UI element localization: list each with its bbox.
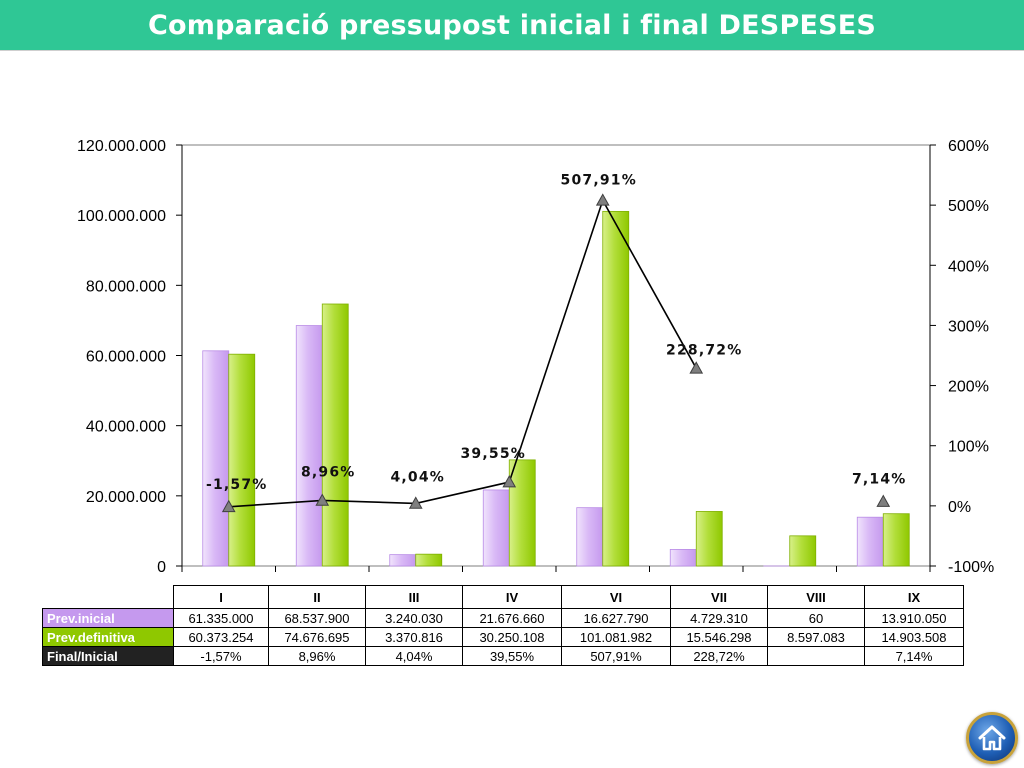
ratio-marker [689, 361, 704, 374]
column-header: III [365, 585, 463, 609]
table-cell: 61.335.000 [173, 608, 269, 628]
right-axis-tick-label: 300% [948, 318, 989, 335]
bar-prev-inicial [669, 549, 697, 567]
point-label: 507,91% [561, 172, 637, 188]
bar-prev-definitiva [789, 535, 817, 567]
table-cell: 8.597.083 [767, 627, 865, 647]
table-cell: 15.546.298 [670, 627, 768, 647]
right-axis-tick-label: 500% [948, 198, 989, 215]
right-axis-tick-label: 200% [948, 379, 989, 396]
home-button[interactable] [966, 712, 1018, 764]
bar-prev-inicial [482, 489, 510, 567]
ratio-line-path [228, 198, 697, 508]
point-label: 7,14% [852, 472, 907, 488]
home-icon [978, 725, 1006, 751]
point-label: 8,96% [301, 464, 356, 480]
data-table: I II III IV VI VII VIII IX Prev.inicial … [42, 585, 964, 666]
table-row: Prev.definitiva 60.373.254 74.676.695 3.… [42, 627, 964, 647]
bar-prev-definitiva [508, 459, 536, 567]
table-cell: 507,91% [561, 646, 671, 666]
left-axis-tick-label: 80.000.000 [86, 278, 166, 295]
table-corner [43, 586, 174, 609]
bar-prev-definitiva [602, 210, 630, 567]
ratio-marker [315, 493, 330, 506]
bar-prev-definitiva [695, 511, 723, 567]
left-axis-tick-label: 20.000.000 [86, 489, 166, 506]
bar-prev-inicial [856, 516, 884, 567]
ratio-marker [408, 496, 423, 509]
right-axis-tick-label: 600% [948, 138, 989, 155]
point-label: 228,72% [666, 342, 742, 358]
table-cell: 60 [767, 608, 865, 628]
left-axis-tick-label: 60.000.000 [86, 349, 166, 366]
table-cell: 74.676.695 [268, 627, 366, 647]
table-cell: 16.627.790 [561, 608, 671, 628]
column-header: VI [561, 585, 671, 609]
table-cell: 39,55% [462, 646, 562, 666]
table-cell: 101.081.982 [561, 627, 671, 647]
bar-prev-definitiva [882, 513, 910, 567]
table-cell: 68.537.900 [268, 608, 366, 628]
table-cell: 8,96% [268, 646, 366, 666]
point-label: -1,57% [206, 477, 268, 493]
title-bar: Comparació pressupost inicial i final DE… [0, 0, 1024, 50]
chart-bars [202, 210, 910, 567]
table-cell [767, 646, 865, 666]
column-header: VIII [767, 585, 865, 609]
bar-prev-definitiva [415, 553, 443, 567]
point-labels: -1,57% 8,96% 4,04% 39,55% 507,91% 228,72% 7,14… [206, 172, 907, 493]
ratio-marker [221, 499, 236, 513]
bar-prev-definitiva [228, 353, 256, 567]
table-header-row: I II III IV VI VII VIII IX [43, 585, 964, 609]
ratio-marker [876, 494, 891, 507]
table-cell: 3.240.030 [365, 608, 463, 628]
column-header: VII [670, 585, 768, 609]
chart-axes: 0 20.000.000 40.000.000 60.000.000 80.000.00… [77, 138, 994, 576]
column-header: II [268, 585, 366, 609]
row-label-final-inicial: Final/Inicial [42, 646, 174, 666]
table-cell: 30.250.108 [462, 627, 562, 647]
left-axis-tick-label: 0 [157, 559, 166, 576]
left-axis-tick-label: 40.000.000 [86, 419, 166, 436]
table-cell: 3.370.816 [365, 627, 463, 647]
table-cell: 4,04% [365, 646, 463, 666]
table-cell: -1,57% [173, 646, 269, 666]
column-header: I [173, 585, 269, 609]
point-label: 39,55% [460, 446, 526, 462]
right-axis-tick-label: 100% [948, 439, 989, 456]
table-cell: 14.903.508 [864, 627, 964, 647]
ratio-marker [502, 475, 517, 488]
table-cell: 7,14% [864, 646, 964, 666]
left-axis-tick-label: 120.000.000 [77, 138, 166, 155]
bar-prev-inicial [202, 350, 230, 567]
table-cell: 60.373.254 [173, 627, 269, 647]
combo-chart: 0 20.000.000 40.000.000 60.000.000 80.000.00… [77, 138, 994, 576]
bar-prev-inicial [576, 507, 604, 567]
bar-prev-inicial [389, 554, 417, 567]
ratio-marker [595, 193, 610, 206]
left-axis-tick-label: 100.000.000 [77, 208, 166, 225]
point-label: 4,04% [390, 469, 445, 485]
table-cell: 228,72% [670, 646, 768, 666]
bar-prev-definitiva [321, 303, 349, 567]
table-row: Final/Inicial -1,57% 8,96% 4,04% 39,55% … [42, 646, 964, 666]
row-label-prev-inicial: Prev.inicial [42, 608, 174, 628]
table-cell: 21.676.660 [462, 608, 562, 628]
bar-prev-inicial [295, 325, 323, 567]
table-row: Prev.inicial 61.335.000 68.537.900 3.240… [42, 608, 964, 628]
column-header: IX [864, 585, 964, 609]
row-label-prev-definitiva: Prev.definitiva [42, 627, 174, 647]
right-axis-tick-label: 400% [948, 258, 989, 275]
table-cell: 13.910.050 [864, 608, 964, 628]
page-title: Comparació pressupost inicial i final DE… [147, 9, 877, 41]
ratio-line [221, 193, 891, 513]
title-divider [0, 50, 1024, 51]
right-axis-tick-label: 0% [948, 499, 971, 516]
right-axis-tick-label: -100% [948, 559, 994, 576]
table-cell: 4.729.310 [670, 608, 768, 628]
column-header: IV [462, 585, 562, 609]
